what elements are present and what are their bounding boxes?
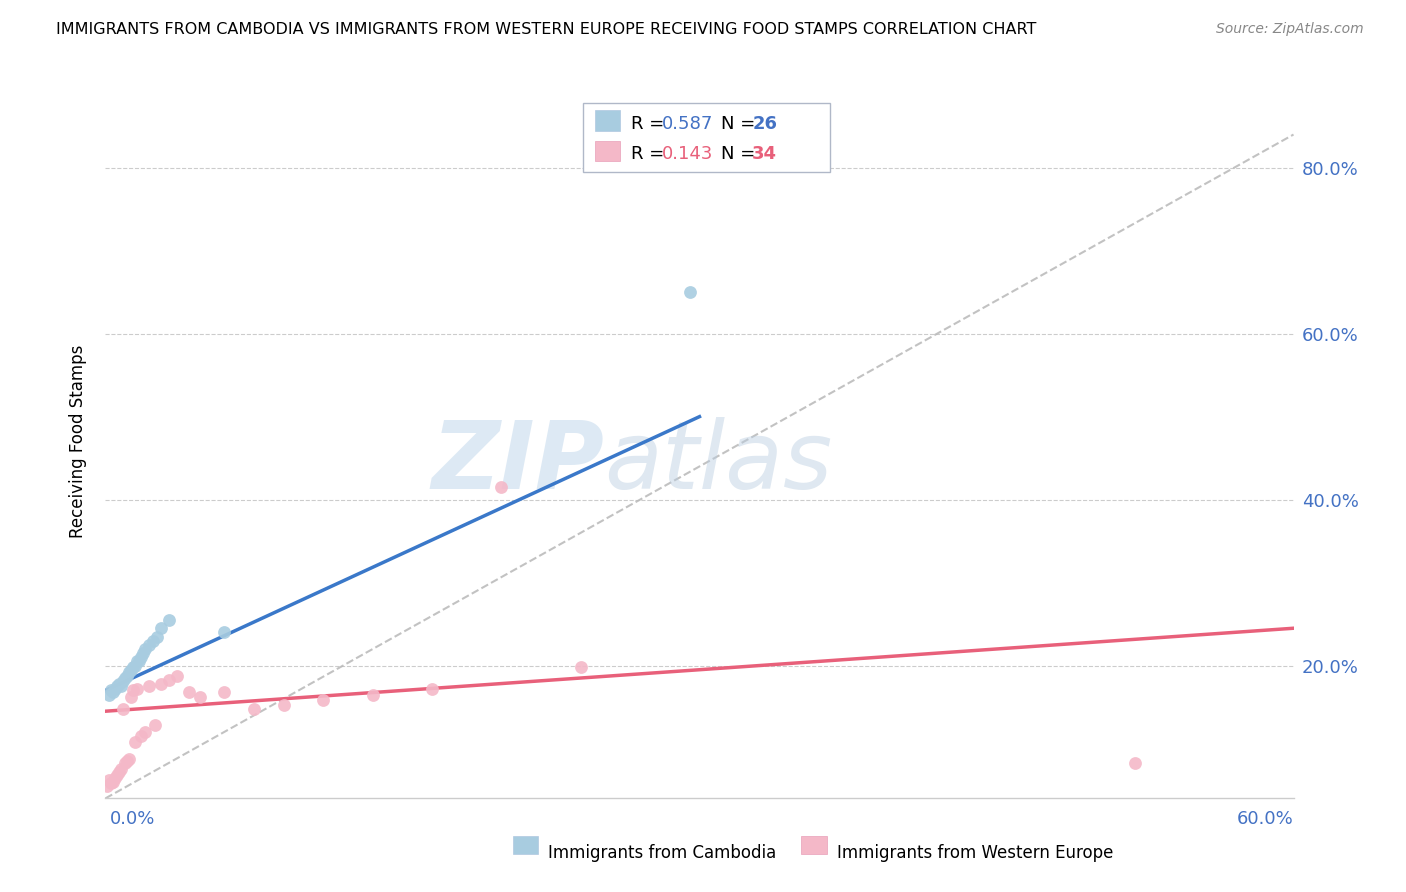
Point: [122, 660, 145, 674]
Point: [127, 655, 149, 669]
Point: [166, 668, 188, 682]
Point: [98, 688, 121, 702]
Point: [129, 650, 152, 665]
Text: 60.0%: 60.0%: [1237, 810, 1294, 828]
Y-axis label: Receiving Food Stamps: Receiving Food Stamps: [69, 345, 87, 538]
Point: [112, 673, 135, 688]
Point: [103, 685, 125, 699]
Text: 34: 34: [752, 145, 778, 163]
Point: [132, 646, 155, 660]
Point: [114, 756, 136, 771]
Point: [273, 698, 295, 713]
Text: N =: N =: [721, 115, 761, 133]
Point: [678, 285, 700, 300]
Point: [128, 655, 150, 669]
Point: [98, 773, 121, 788]
Text: IMMIGRANTS FROM CAMBODIA VS IMMIGRANTS FROM WESTERN EUROPE RECEIVING FOOD STAMPS: IMMIGRANTS FROM CAMBODIA VS IMMIGRANTS F…: [56, 22, 1036, 37]
Point: [118, 665, 141, 680]
Point: [115, 668, 138, 682]
Point: [110, 679, 132, 693]
Text: 26: 26: [752, 115, 778, 133]
Point: [100, 683, 122, 698]
Text: 0.587: 0.587: [662, 115, 714, 133]
Point: [361, 688, 384, 702]
Point: [108, 677, 131, 691]
Point: [214, 685, 236, 699]
Point: [115, 754, 138, 768]
Point: [138, 679, 160, 693]
Point: [138, 638, 160, 652]
Point: [110, 762, 132, 776]
Point: [118, 751, 141, 765]
Text: 0.0%: 0.0%: [110, 810, 155, 828]
Point: [124, 658, 146, 673]
Point: [312, 693, 335, 707]
Point: [96, 779, 118, 793]
Point: [112, 702, 135, 716]
Point: [134, 642, 156, 657]
Text: Immigrants from Western Europe: Immigrants from Western Europe: [837, 844, 1114, 862]
Point: [491, 480, 513, 494]
Text: atlas: atlas: [605, 417, 832, 508]
Point: [143, 718, 166, 732]
Point: [129, 729, 152, 743]
Point: [103, 774, 125, 789]
Point: [142, 633, 165, 648]
Point: [105, 679, 128, 693]
Point: [569, 660, 592, 674]
Point: [120, 663, 142, 677]
Point: [124, 735, 146, 749]
Text: Source: ZipAtlas.com: Source: ZipAtlas.com: [1216, 22, 1364, 37]
Point: [134, 725, 156, 739]
Point: [114, 671, 136, 685]
Point: [146, 630, 169, 644]
Text: 0.143: 0.143: [662, 145, 714, 163]
Point: [120, 690, 142, 705]
Point: [104, 771, 127, 785]
Point: [100, 776, 122, 790]
Point: [157, 673, 180, 687]
Point: [149, 621, 172, 635]
Point: [177, 685, 200, 699]
Point: [122, 683, 145, 698]
Text: R =: R =: [631, 115, 671, 133]
Point: [214, 625, 236, 640]
Text: Immigrants from Cambodia: Immigrants from Cambodia: [548, 844, 776, 862]
Point: [157, 613, 180, 627]
Point: [243, 702, 266, 716]
Point: [127, 681, 149, 696]
Text: N =: N =: [721, 145, 761, 163]
Point: [108, 764, 131, 779]
Point: [1123, 756, 1146, 771]
Text: ZIP: ZIP: [432, 417, 605, 509]
Point: [190, 690, 212, 705]
Point: [105, 768, 128, 782]
Point: [420, 681, 443, 696]
Text: R =: R =: [631, 145, 671, 163]
Point: [149, 677, 172, 691]
Point: [104, 681, 127, 696]
